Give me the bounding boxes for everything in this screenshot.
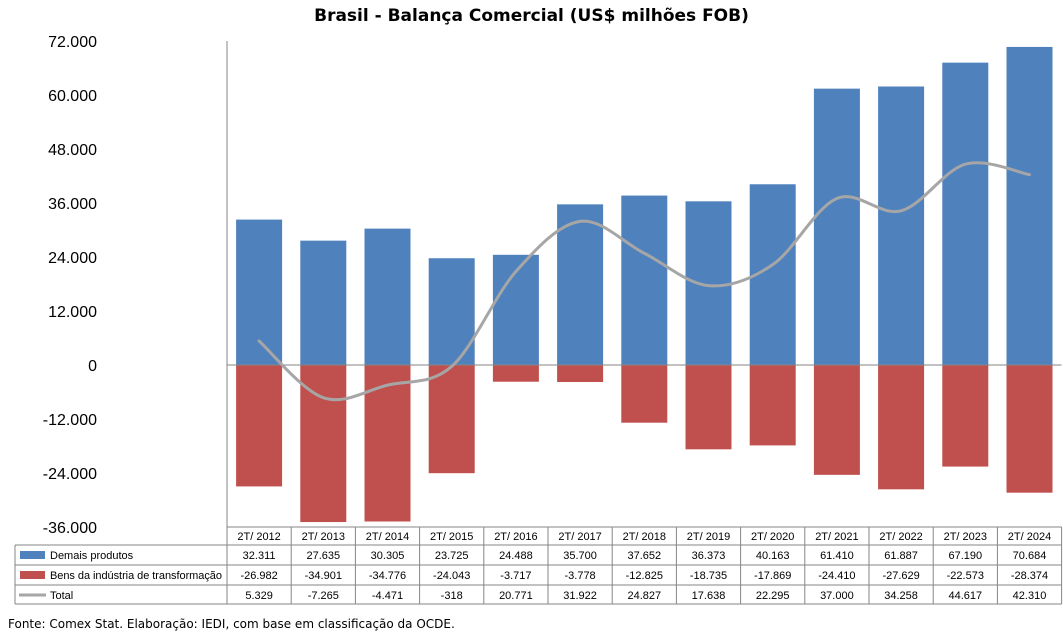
y-tick-label: 48.000 [48, 142, 97, 159]
category-label: 2T/ 2020 [751, 531, 794, 543]
y-tick-label: 0 [88, 358, 97, 375]
legend-key-1 [20, 571, 45, 579]
bar-bens-industria [557, 365, 604, 383]
data-label: 37.652 [627, 550, 661, 562]
category-label: 2T/ 2013 [302, 531, 345, 543]
data-label: -22.573 [947, 570, 984, 582]
y-tick-label: 12.000 [48, 304, 97, 321]
bar-demais-produtos [1006, 46, 1053, 366]
bar-demais-produtos [685, 201, 732, 365]
data-label: -318 [441, 590, 463, 602]
data-label: -17.869 [754, 570, 791, 582]
y-tick-label: 60.000 [48, 88, 97, 105]
data-label: 42.310 [1013, 590, 1047, 602]
data-label: 70.684 [1013, 550, 1047, 562]
data-label: 23.725 [435, 550, 469, 562]
bar-bens-industria [492, 365, 539, 382]
bar-bens-industria [428, 365, 475, 474]
legend-label: Total [50, 590, 73, 602]
legend-label: Demais produtos [50, 550, 134, 562]
data-label: 31.922 [563, 590, 597, 602]
data-label: -3.778 [564, 570, 595, 582]
data-label: 32.311 [243, 550, 276, 562]
category-label: 2T/ 2017 [558, 531, 601, 543]
data-label: -34.776 [369, 570, 406, 582]
data-label: 40.163 [756, 550, 790, 562]
data-label: -3.717 [500, 570, 531, 582]
y-tick-label: 24.000 [48, 250, 97, 267]
data-label: 30.305 [371, 550, 405, 562]
data-label: 24.488 [499, 550, 533, 562]
data-label: 20.771 [499, 590, 533, 602]
bar-demais-produtos [300, 240, 347, 365]
category-label: 2T/ 2014 [366, 531, 409, 543]
bar-bens-industria [236, 365, 283, 487]
bar-bens-industria [878, 365, 925, 490]
data-label: 5.329 [245, 590, 273, 602]
category-label: 2T/ 2012 [237, 531, 280, 543]
bar-demais-produtos [557, 204, 604, 365]
chart-title: Brasil - Balança Comercial (US$ milhões … [314, 6, 749, 26]
y-tick-label: -24.000 [43, 466, 97, 483]
data-label: 35.700 [563, 550, 597, 562]
data-label: -28.374 [1011, 570, 1048, 582]
category-label: 2T/ 2023 [944, 531, 987, 543]
bar-demais-produtos [236, 219, 283, 365]
data-label: 61.410 [820, 550, 854, 562]
bar-bens-industria [300, 365, 347, 523]
bar-demais-produtos [813, 88, 860, 365]
data-label: -34.901 [305, 570, 342, 582]
category-label: 2T/ 2018 [623, 531, 666, 543]
bar-bens-industria [749, 365, 796, 446]
legend-label: Bens da indústria de transformação [50, 570, 222, 582]
data-label: -7.265 [308, 590, 339, 602]
bar-demais-produtos [942, 62, 989, 366]
y-tick-label: 72.000 [48, 34, 97, 51]
source-note: Fonte: Comex Stat. Elaboração: IEDI, com… [8, 617, 455, 631]
data-label: -12.825 [626, 570, 663, 582]
data-label: 22.295 [756, 590, 790, 602]
chart-svg: 72.000 60.000 48.000 36.000 24.000 12.000 0 -12… [14, 34, 1063, 605]
data-label: -27.629 [882, 570, 919, 582]
data-label: 67.190 [948, 550, 982, 562]
bar-demais-produtos [621, 195, 668, 365]
data-label: -24.410 [818, 570, 855, 582]
bar-bens-industria [1006, 365, 1053, 493]
category-label: 2T/ 2019 [687, 531, 730, 543]
category-label: 2T/ 2016 [494, 531, 537, 543]
category-label: 2T/ 2021 [815, 531, 858, 543]
data-label: 61.887 [884, 550, 918, 562]
category-label: 2T/ 2015 [430, 531, 473, 543]
data-label: 44.617 [948, 590, 982, 602]
y-tick-label: -12.000 [43, 412, 97, 429]
data-label: 17.638 [692, 590, 726, 602]
data-label: 37.000 [820, 590, 854, 602]
bar-demais-produtos [878, 86, 925, 366]
category-label: 2T/ 2024 [1008, 531, 1051, 543]
data-label: 24.827 [627, 590, 661, 602]
legend-key-0 [20, 551, 45, 559]
bar-bens-industria [364, 365, 411, 522]
data-label: -26.982 [240, 570, 277, 582]
y-tick-label: 36.000 [48, 196, 97, 213]
y-tick-label: -36.000 [43, 520, 97, 537]
data-label: -4.471 [372, 590, 403, 602]
data-label: 27.635 [306, 550, 340, 562]
bar-demais-produtos [364, 228, 411, 365]
data-label: -24.043 [433, 570, 470, 582]
bar-bens-industria [813, 365, 860, 475]
data-label: 34.258 [884, 590, 918, 602]
bar-bens-industria [685, 365, 732, 450]
data-label: 36.373 [692, 550, 726, 562]
bar-bens-industria [621, 365, 668, 423]
data-label: -18.735 [690, 570, 727, 582]
bar-bens-industria [942, 365, 989, 467]
category-label: 2T/ 2022 [879, 531, 922, 543]
